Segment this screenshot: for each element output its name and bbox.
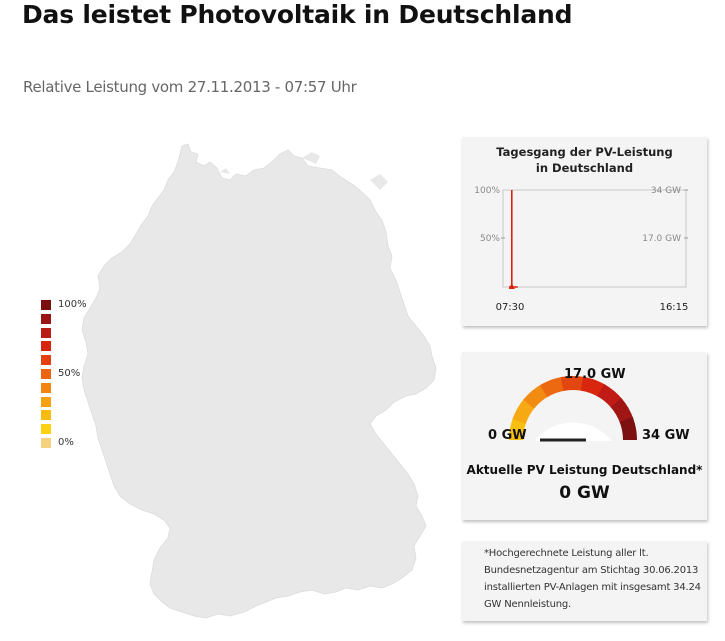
gauge-segment [540,376,566,398]
daily-chart-card: Tagesgang der PV-Leistung in Deutschland… [462,137,707,326]
legend-swatch [41,424,51,435]
gauge-caption: Aktuelle PV Leistung Deutschland* [466,463,703,477]
gauge-segment [523,384,549,409]
legend-swatch [41,327,51,338]
gauge-card: 17.0 GW 0 GW 34 GW Aktuelle PV Leistung … [462,352,707,520]
gauge-segment [619,417,637,440]
gauge-center-face [535,422,611,441]
chart-y-left-label-mid: 50% [480,234,500,244]
legend-swatch [41,438,51,448]
gauge-segments [509,376,637,440]
chart-title: Tagesgang der PV-Leistung in Deutschland [462,144,707,176]
daily-chart[interactable]: 100% 50% 34 GW 17.0 GW 07:30 16:15 [462,137,707,326]
chart-title-line1: Tagesgang der PV-Leistung [496,145,673,159]
footnote-card: *Hochgerechnete Leistung aller lt. Bunde… [462,541,707,621]
chart-y-left-label-max: 100% [474,186,500,196]
power-gauge[interactable] [462,352,707,520]
legend-swatch [41,396,51,407]
gauge-current-value: 0 GW [559,483,610,503]
gauge-max-label: 34 GW [642,428,690,443]
gauge-segment [509,417,527,440]
chart-y-right-label-mid: 17.0 GW [642,234,681,244]
chart-x-label-start: 07:30 [496,302,525,313]
legend-label-max: 100% [58,299,87,310]
map-legend: 100% 50% 0% [40,300,100,450]
gauge-mid-label: 17.0 GW [564,367,626,382]
legend-swatch [41,341,51,352]
chart-title-line2: in Deutschland [535,161,634,175]
chart-marker-arrow [508,283,515,289]
legend-swatch [41,313,51,324]
footnote-text: *Hochgerechnete Leistung aller lt. Bunde… [484,548,701,610]
legend-swatch [41,369,51,379]
gauge-segment [560,376,586,391]
page-subtitle: Relative Leistung vom 27.11.2013 - 07:57… [23,78,357,96]
legend-label-min: 0% [58,437,74,448]
gauge-min-label: 0 GW [488,428,527,443]
page-title: Das leistet Photovoltaik in Deutschland [22,0,573,29]
legend-swatch [41,355,51,366]
legend-swatch [41,410,51,421]
germany-map-shape [81,143,437,619]
germany-map[interactable] [70,140,450,630]
legend-label-mid: 50% [58,368,81,379]
chart-y-right-label-max: 34 GW [651,186,681,196]
chart-x-label-end: 16:15 [660,302,689,313]
legend-swatch [41,382,51,393]
gauge-segment [610,398,634,424]
legend-swatch [41,300,51,310]
